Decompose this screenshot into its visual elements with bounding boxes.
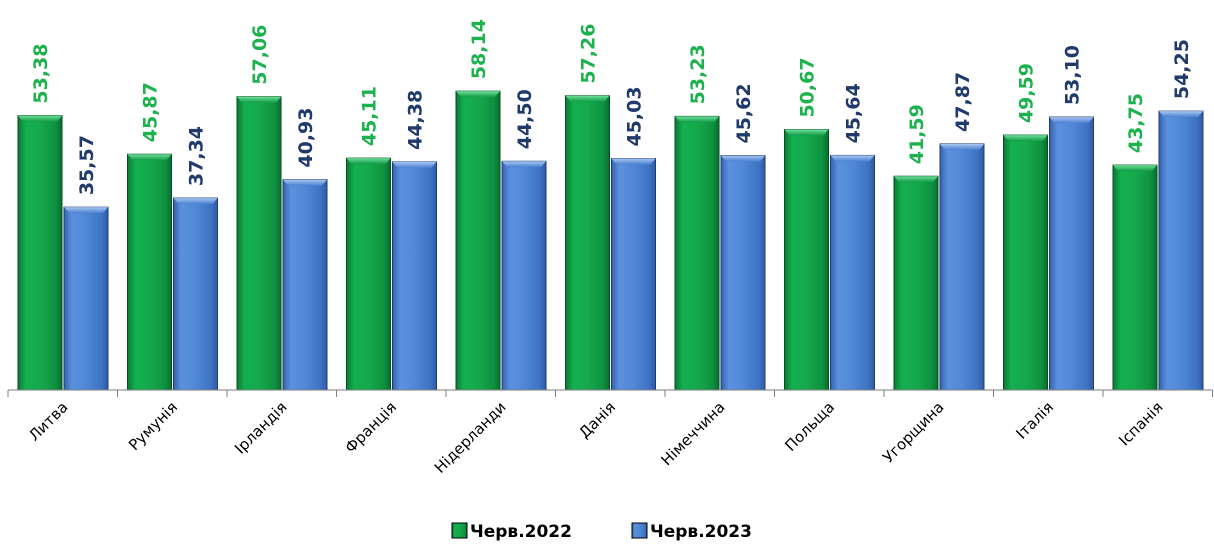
bar-series-1	[565, 95, 610, 391]
bar-bevel-series-2	[830, 155, 875, 162]
bar-series-2	[173, 197, 218, 391]
bar-series-2	[611, 158, 656, 391]
category-label: Німеччина	[658, 398, 729, 469]
bar-series-2	[392, 161, 437, 391]
category-label: Ірландія	[231, 398, 290, 457]
bar-bevel-series-2	[1049, 117, 1094, 124]
bar-series-1	[346, 157, 391, 391]
bar-series-2	[501, 160, 547, 391]
bar-bevel-series-1	[127, 154, 172, 161]
legend-label-series-2: Черв.2023	[650, 522, 752, 542]
category-label: Румунія	[125, 398, 181, 454]
bar-bevel-series-1	[456, 91, 500, 98]
value-label-series-1: 58,14	[468, 19, 490, 79]
category-label: Литва	[25, 398, 72, 445]
bar-series-1	[1003, 134, 1048, 391]
bar-series-2	[1158, 110, 1204, 391]
bar-bevel-series-2	[721, 155, 765, 162]
bar-bevel-series-1	[237, 96, 281, 103]
value-label-series-2: 54,25	[1171, 39, 1193, 99]
bar-bevel-series-2	[392, 161, 437, 168]
value-label-series-1: 53,38	[30, 44, 52, 104]
x-axis-ticks	[7, 390, 1213, 397]
bar-series-2	[63, 206, 109, 391]
bar-series-1	[1112, 164, 1158, 391]
legend: Черв.2022 Черв.2023	[451, 522, 752, 542]
bar-bevel-series-1	[894, 176, 938, 183]
value-label-series-2: 37,34	[186, 126, 208, 186]
value-label-series-2: 45,03	[624, 86, 646, 146]
value-label-series-2: 35,57	[76, 135, 98, 195]
bar-bevel-series-1	[784, 129, 829, 136]
value-label-series-2: 40,93	[295, 108, 317, 168]
value-label-series-1: 43,75	[1125, 93, 1147, 153]
bar-bevel-series-1	[1003, 135, 1048, 142]
bar-bevel-series-2	[611, 158, 656, 165]
value-label-series-1: 57,06	[249, 25, 271, 85]
bar-series-1	[127, 153, 172, 391]
value-label-series-2: 47,87	[952, 72, 974, 132]
category-label: Польща	[781, 398, 838, 455]
bar-series-1	[784, 129, 829, 391]
bar-series-2	[939, 143, 985, 391]
bar-bevel-series-2	[283, 179, 327, 186]
category-label: Іспанія	[1115, 398, 1166, 449]
category-label: Угорщина	[879, 398, 947, 466]
bar-bevel-series-1	[565, 95, 610, 102]
value-label-series-2: 45,62	[733, 83, 755, 143]
bar-bevel-series-2	[64, 207, 108, 214]
bar-series-1	[236, 96, 282, 391]
value-label-series-2: 53,10	[1062, 45, 1084, 105]
bar-bevel-series-2	[173, 198, 218, 205]
category-label: Франція	[341, 398, 400, 457]
bar-series-1	[455, 90, 501, 391]
legend-swatch-series-2	[631, 522, 648, 539]
bar-series-2	[830, 154, 875, 391]
value-label-series-1: 45,11	[359, 86, 381, 146]
bar-bevel-series-1	[18, 115, 62, 122]
legend-swatch-series-1	[451, 522, 468, 539]
category-label: Італія	[1012, 398, 1057, 443]
bar-series-2	[282, 179, 328, 391]
bar-bevel-series-1	[1113, 165, 1157, 172]
bar-series-1	[674, 115, 720, 391]
value-label-series-1: 50,67	[797, 57, 819, 117]
value-label-series-2: 45,64	[843, 83, 865, 143]
value-label-series-2: 44,50	[514, 89, 536, 149]
value-label-series-2: 44,38	[405, 90, 427, 150]
value-label-series-1: 53,23	[687, 44, 709, 104]
value-label-series-1: 57,26	[578, 24, 600, 84]
value-label-series-1: 45,87	[140, 82, 162, 142]
value-label-series-1: 49,59	[1016, 63, 1038, 123]
legend-label-series-1: Черв.2022	[470, 522, 572, 542]
bar-series-2	[1049, 116, 1094, 391]
bar-bevel-series-2	[1159, 111, 1203, 118]
bars-layer	[17, 90, 1204, 391]
category-labels-layer: Литва Румунія Ірландія Франція Нідерланди Дан…	[25, 398, 1167, 477]
bar-bevel-series-1	[675, 116, 719, 123]
bar-bevel-series-2	[502, 161, 546, 168]
bar-series-1	[17, 115, 63, 391]
bar-bevel-series-2	[940, 143, 984, 150]
bar-bevel-series-1	[346, 158, 391, 165]
category-label: Нідерланди	[431, 398, 510, 477]
bar-series-1	[893, 175, 939, 391]
value-labels-layer: 53,38 45,87 57,06 45,11 58,14 57,26 53,23 50,67…	[30, 19, 1193, 195]
bar-series-2	[720, 155, 766, 391]
value-label-series-1: 41,59	[906, 104, 928, 164]
category-label: Данія	[575, 398, 619, 442]
